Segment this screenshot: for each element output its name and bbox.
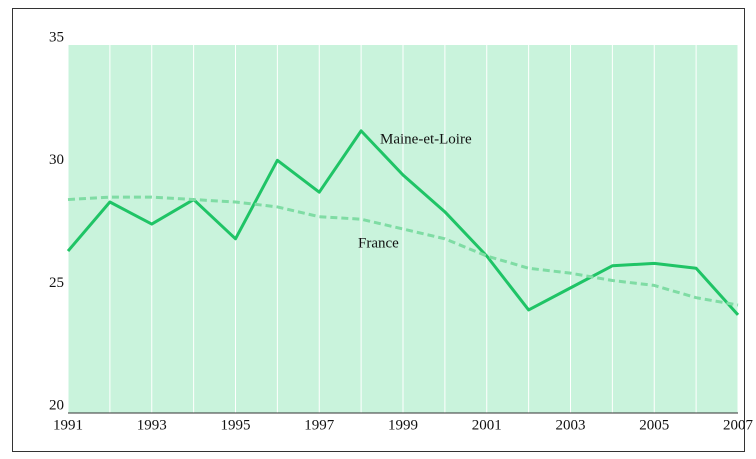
x-tick-label: 2003 <box>556 417 586 433</box>
series-label: Maine-et-Loire <box>380 131 472 147</box>
frame <box>12 8 745 452</box>
x-tick-label: 2007 <box>723 417 754 433</box>
series-label: France <box>358 235 399 251</box>
x-tick-label: 1997 <box>304 417 335 433</box>
x-tick-label: 1995 <box>221 417 251 433</box>
y-tick-label: 35 <box>49 29 64 45</box>
x-tick-label: 1991 <box>53 417 83 433</box>
y-tick-label: 30 <box>49 152 64 168</box>
series-line <box>66 129 740 316</box>
x-tick-label: 1993 <box>137 417 167 433</box>
x-tick-label: 2005 <box>639 417 669 433</box>
y-tick-label: 20 <box>49 397 64 413</box>
x-tick-label: 2001 <box>472 417 502 433</box>
y-tick-label: 25 <box>49 275 64 291</box>
x-tick-label: 1999 <box>388 417 418 433</box>
series-line <box>67 195 739 307</box>
